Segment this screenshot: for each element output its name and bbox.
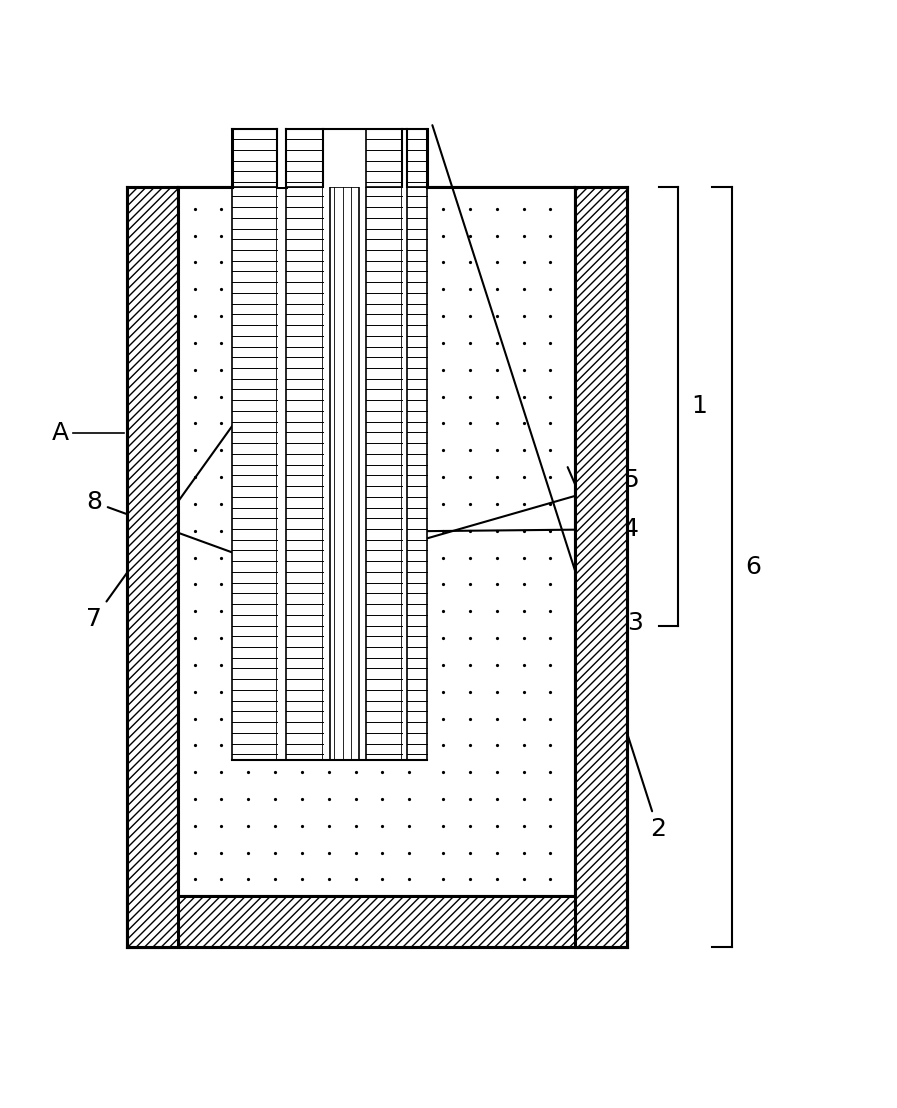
Bar	[277, 187, 286, 760]
Bar	[366, 187, 402, 760]
Bar	[323, 130, 366, 187]
Bar	[427, 187, 576, 895]
Bar	[286, 187, 323, 760]
Bar	[330, 187, 359, 760]
Bar	[126, 187, 179, 947]
Bar	[407, 130, 427, 187]
Text: 5: 5	[298, 468, 639, 575]
Bar	[402, 130, 407, 187]
Text: 6: 6	[745, 555, 762, 579]
Text: —A: —A	[585, 421, 626, 445]
Bar	[277, 130, 286, 187]
Bar	[232, 187, 277, 760]
Bar	[402, 187, 407, 760]
Bar	[407, 187, 427, 760]
Text: 1: 1	[692, 394, 708, 419]
Bar	[359, 187, 366, 760]
Bar	[576, 187, 627, 947]
Bar	[323, 187, 330, 760]
Text: 7: 7	[86, 422, 235, 630]
Bar	[366, 130, 402, 187]
Bar	[232, 130, 277, 187]
Text: 8: 8	[86, 490, 332, 588]
Text: 3: 3	[568, 468, 643, 635]
Text: A: A	[51, 421, 68, 445]
Bar	[126, 895, 627, 947]
Bar	[232, 737, 427, 895]
Text: 2: 2	[432, 125, 666, 841]
Text: 4: 4	[378, 517, 639, 541]
Bar	[286, 130, 323, 187]
Bar	[179, 187, 232, 895]
